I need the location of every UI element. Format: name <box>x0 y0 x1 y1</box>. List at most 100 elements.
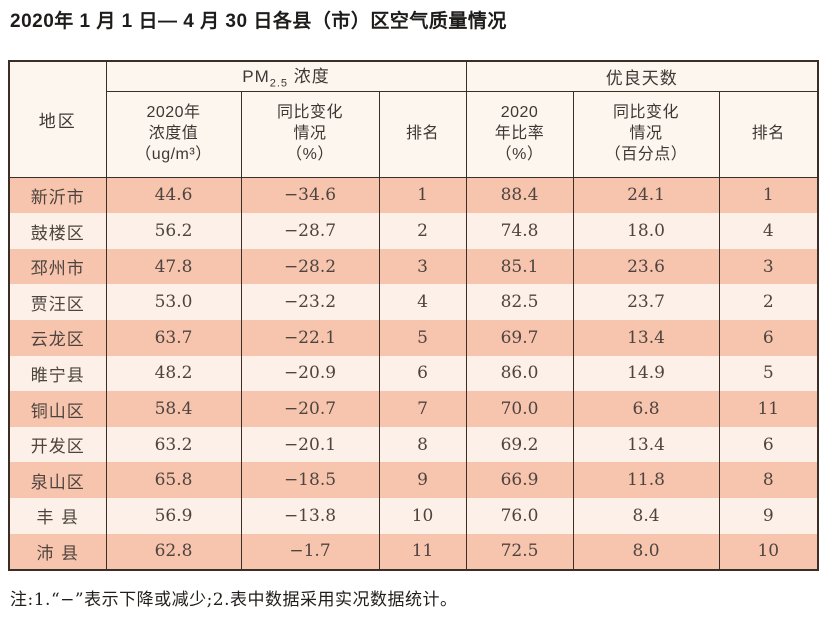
region-cell: 丰 县 <box>8 498 107 534</box>
pm-value-cell: 47.8 <box>105 248 242 285</box>
footnote: 注:1.“−”表示下降或减少;2.表中数据采用实况数据统计。 <box>10 590 458 611</box>
good-rank-cell: 6 <box>718 426 819 463</box>
table-row: 邳州市 47.8 −28.2 3 85.1 23.6 3 <box>8 248 819 285</box>
region-cell: 云龙区 <box>8 320 107 356</box>
good-rate-cell: 70.0 <box>465 391 574 427</box>
good-change-cell: 13.4 <box>572 320 720 356</box>
good-change-cell: 24.1 <box>572 177 720 214</box>
good-rank-cell: 4 <box>718 213 819 249</box>
pm25-label-subscript: 2.5 <box>269 77 289 90</box>
pm-rank-cell: 1 <box>378 177 467 214</box>
pm-change-cell: −20.1 <box>240 426 380 463</box>
sub-header-row: 2020年 浓度值 （ug/m³） 同比变化 情况 （%） 排名 2020 年比… <box>9 90 819 178</box>
good-rate-cell: 74.8 <box>465 213 574 249</box>
group-header-row: 地区 PM2.5 浓度 优良天数 <box>8 60 819 178</box>
good-rank-cell: 9 <box>718 498 819 534</box>
table-row: 云龙区 63.7 −22.1 5 69.7 13.4 6 <box>8 320 819 356</box>
table-row: 贾汪区 53.0 −23.2 4 82.5 23.7 2 <box>8 284 819 321</box>
col-header-good-rank: 排名 <box>718 90 819 178</box>
good-rank-cell: 2 <box>718 284 819 321</box>
pm-value-cell: 63.2 <box>105 426 242 463</box>
good-rank-cell: 3 <box>718 248 819 285</box>
good-change-cell: 14.9 <box>572 355 720 392</box>
good-change-cell: 13.4 <box>572 426 720 463</box>
good-rate-cell: 66.9 <box>465 462 574 499</box>
pm-value-cell: 56.2 <box>105 213 242 249</box>
pm-rank-cell: 5 <box>378 320 467 356</box>
good-rate-cell: 76.0 <box>465 498 574 534</box>
table-header: 地区 PM2.5 浓度 优良天数 2020年 浓度值 （ug/m³） 同比变化 … <box>8 60 819 178</box>
pm-value-cell: 63.7 <box>105 320 242 356</box>
pm-value-cell: 44.6 <box>105 177 242 214</box>
pm-change-cell: −28.7 <box>240 213 380 249</box>
region-cell: 沛 县 <box>8 533 107 571</box>
region-cell: 贾汪区 <box>8 284 107 321</box>
pm-change-cell: −20.9 <box>240 355 380 392</box>
region-cell: 铜山区 <box>8 391 107 427</box>
pm-change-cell: −28.2 <box>240 248 380 285</box>
col-header-region: 地区 <box>8 60 107 178</box>
good-rank-cell: 10 <box>718 533 819 571</box>
good-change-cell: 8.0 <box>572 533 720 571</box>
group-header-good-days: 优良天数 <box>465 60 819 92</box>
pm-rank-cell: 4 <box>378 284 467 321</box>
pm-change-cell: −18.5 <box>240 462 380 499</box>
col-header-good-change: 同比变化 情况 （百分点） <box>572 90 720 178</box>
region-cell: 泉山区 <box>8 462 107 499</box>
good-rate-cell: 72.5 <box>465 533 574 571</box>
pm-change-cell: −20.7 <box>240 391 380 427</box>
region-cell: 鼓楼区 <box>8 213 107 249</box>
pm-value-cell: 58.4 <box>105 391 242 427</box>
good-rank-cell: 5 <box>718 355 819 392</box>
table-row: 铜山区 58.4 −20.7 7 70.0 6.8 11 <box>8 391 819 427</box>
pm-rank-cell: 3 <box>378 248 467 285</box>
pm-rank-cell: 8 <box>378 426 467 463</box>
good-rate-cell: 86.0 <box>465 355 574 392</box>
pm-change-cell: −23.2 <box>240 284 380 321</box>
pm-value-cell: 48.2 <box>105 355 242 392</box>
air-quality-table: 地区 PM2.5 浓度 优良天数 2020年 浓度值 （ug/m³） 同比变化 … <box>8 59 820 572</box>
good-change-cell: 6.8 <box>572 391 720 427</box>
good-change-cell: 11.8 <box>572 462 720 499</box>
pm-change-cell: −34.6 <box>240 177 380 214</box>
region-cell: 邳州市 <box>8 248 107 285</box>
pm-value-cell: 53.0 <box>105 284 242 321</box>
group-header-pm25: PM2.5 浓度 <box>105 60 467 92</box>
table-row: 新沂市 44.6 −34.6 1 88.4 24.1 1 <box>8 177 819 214</box>
col-header-pm-rank: 排名 <box>378 90 467 178</box>
pm-rank-cell: 2 <box>378 213 467 249</box>
pm-change-cell: −22.1 <box>240 320 380 356</box>
pm25-label-main: PM <box>242 67 270 87</box>
pm-change-cell: −1.7 <box>240 533 380 571</box>
good-rate-cell: 88.4 <box>465 177 574 214</box>
table-row: 丰 县 56.9 −13.8 10 76.0 8.4 9 <box>8 498 819 534</box>
pm-value-cell: 65.8 <box>105 462 242 499</box>
table-row: 睢宁县 48.2 −20.9 6 86.0 14.9 5 <box>8 355 819 392</box>
good-change-cell: 8.4 <box>572 498 720 534</box>
good-rate-cell: 82.5 <box>465 284 574 321</box>
region-cell: 睢宁县 <box>8 355 107 392</box>
col-header-pm-value: 2020年 浓度值 （ug/m³） <box>105 90 242 178</box>
table-row: 泉山区 65.8 −18.5 9 66.9 11.8 8 <box>8 462 819 499</box>
good-change-cell: 23.7 <box>572 284 720 321</box>
good-rate-cell: 69.2 <box>465 426 574 463</box>
pm-value-cell: 56.9 <box>105 498 242 534</box>
table-row: 开发区 63.2 −20.1 8 69.2 13.4 6 <box>8 426 819 463</box>
region-cell: 新沂市 <box>8 177 107 214</box>
pm-rank-cell: 10 <box>378 498 467 534</box>
pm-rank-cell: 7 <box>378 391 467 427</box>
page-title: 2020年 1 月 1 日— 4 月 30 日各县（市）区空气质量情况 <box>10 11 507 32</box>
pm-rank-cell: 6 <box>378 355 467 392</box>
good-change-cell: 23.6 <box>572 248 720 285</box>
col-header-pm-change: 同比变化 情况 （%） <box>240 90 380 178</box>
table-row: 鼓楼区 56.2 −28.7 2 74.8 18.0 4 <box>8 213 819 249</box>
good-rate-cell: 85.1 <box>465 248 574 285</box>
good-rank-cell: 1 <box>718 177 819 214</box>
good-rank-cell: 8 <box>718 462 819 499</box>
good-rank-cell: 6 <box>718 320 819 356</box>
pm-rank-cell: 9 <box>378 462 467 499</box>
good-change-cell: 18.0 <box>572 213 720 249</box>
pm-rank-cell: 11 <box>378 533 467 571</box>
good-rate-cell: 69.7 <box>465 320 574 356</box>
